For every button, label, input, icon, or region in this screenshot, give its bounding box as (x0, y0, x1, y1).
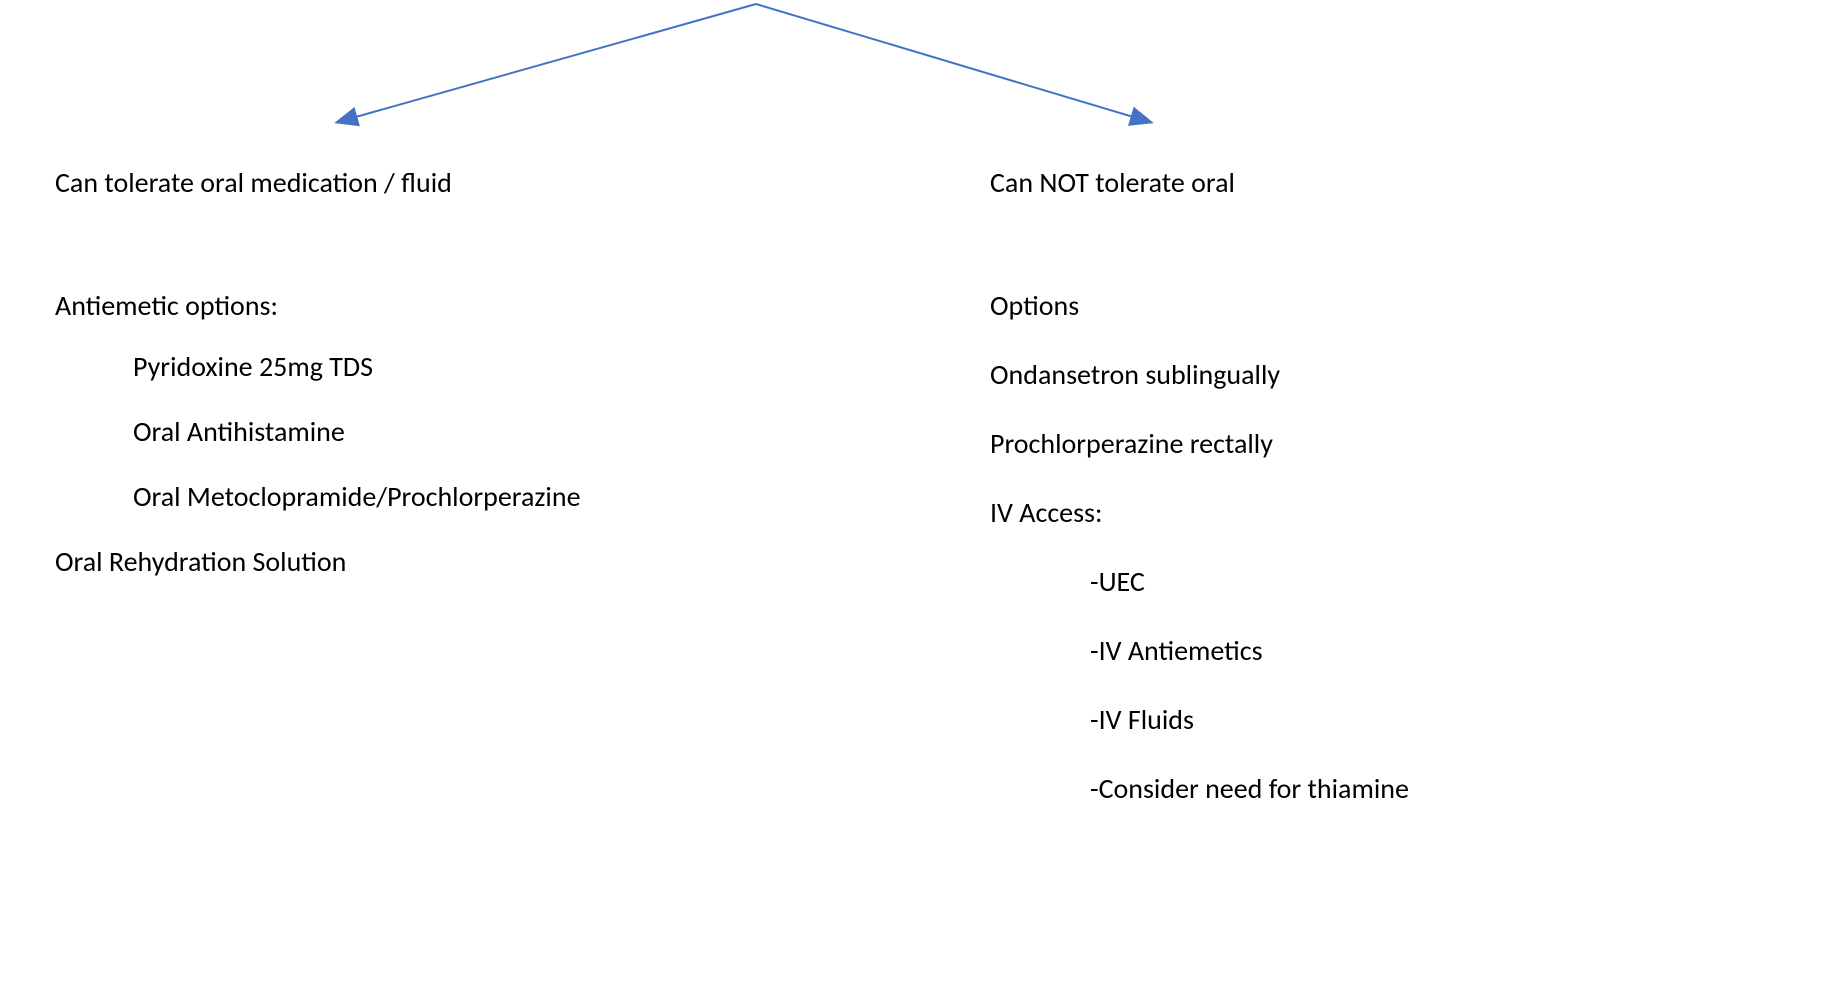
left-option-item: Oral Antihistamine (55, 414, 705, 449)
right-section-heading: Options (990, 288, 1540, 323)
right-iv-item: -Consider need for thiamine (990, 771, 1540, 806)
right-option-item: Ondansetron sublingually (990, 357, 1540, 392)
left-option-item: Oral Metoclopramide/Prochlorperazine (55, 479, 705, 514)
left-option-item: Pyridoxine 25mg TDS (55, 349, 705, 384)
arrow-left (338, 4, 756, 122)
right-iv-item: -IV Antiemetics (990, 633, 1540, 668)
left-bottom-line: Oral Rehydration Solution (55, 544, 705, 579)
right-iv-heading: IV Access: (990, 495, 1540, 530)
right-iv-item: -IV Fluids (990, 702, 1540, 737)
left-section-heading: Antiemetic options: (55, 288, 705, 323)
arrow-right (756, 4, 1150, 122)
right-branch-heading: Can NOT tolerate oral (990, 165, 1540, 200)
right-option-item: Prochlorperazine rectally (990, 426, 1540, 461)
right-branch: Can NOT tolerate oral Options Ondansetro… (990, 165, 1540, 840)
flowchart-diagram: Can tolerate oral medication / fluid Ant… (0, 0, 1838, 982)
left-branch-heading: Can tolerate oral medication / fluid (55, 165, 705, 200)
left-branch: Can tolerate oral medication / fluid Ant… (55, 165, 705, 579)
right-iv-item: -UEC (990, 564, 1540, 599)
